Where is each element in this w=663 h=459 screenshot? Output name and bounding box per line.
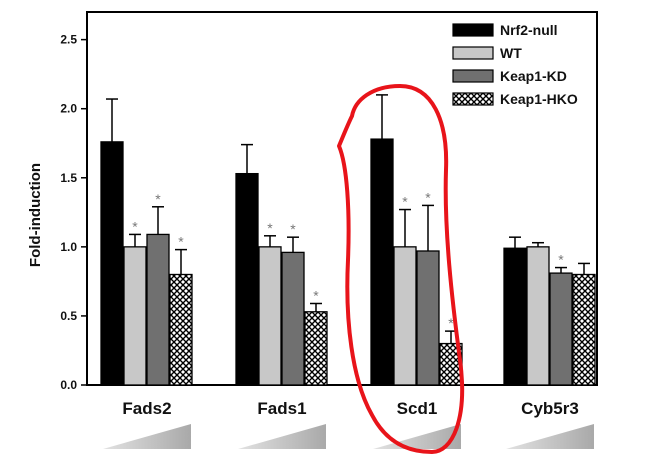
significance-star: * <box>313 287 319 303</box>
plot-frame <box>86 11 598 386</box>
legend-entry: Keap1-HKO <box>500 91 578 107</box>
bar-cyb5r3-keap1-hko <box>572 273 596 386</box>
bars: * * * * * * * * * * <box>100 94 596 386</box>
significance-star: * <box>448 315 454 331</box>
legend-entry: Keap1-KD <box>500 68 567 84</box>
category-label: Scd1 <box>397 399 438 418</box>
significance-star: * <box>178 234 184 250</box>
legend: Nrf2-null WT Keap1-KD Keap1-HKO <box>452 22 578 107</box>
y-tick-label: 1.0 <box>60 240 77 254</box>
legend-swatch <box>452 46 494 60</box>
annotation-circle <box>337 84 465 454</box>
x-axis-categories: Fads2 Fads1 Scd1 Cyb5r3 <box>122 399 578 418</box>
dose-wedges <box>103 424 594 449</box>
bar-cyb5r3-nrf2-null <box>503 247 527 386</box>
bar-fads1-keap1-kd <box>281 251 305 386</box>
legend-entry: WT <box>500 45 522 61</box>
legend-swatch <box>452 69 494 83</box>
category-label: Fads2 <box>122 399 171 418</box>
significance-star: * <box>290 221 296 237</box>
plot-border <box>86 11 598 386</box>
bar-fads1-keap1-hko <box>304 311 328 386</box>
bar-fads2-nrf2-null <box>100 141 124 386</box>
category-label: Fads1 <box>257 399 306 418</box>
legend-entry: Nrf2-null <box>500 22 558 38</box>
significance-star: * <box>155 191 161 207</box>
legend-swatch <box>452 92 494 106</box>
significance-star: * <box>402 194 408 210</box>
y-tick-label: 2.0 <box>60 102 77 116</box>
bar-fads2-keap1-kd <box>146 233 170 386</box>
bar-fads2-keap1-hko <box>169 273 193 386</box>
y-axis-label: Fold-induction <box>27 163 44 267</box>
dose-wedge <box>238 424 326 449</box>
legend-swatch <box>452 23 494 37</box>
bar-cyb5r3-keap1-kd <box>549 272 573 386</box>
dose-wedge <box>103 424 191 449</box>
dose-wedge <box>506 424 594 449</box>
bar-fads2-wt <box>123 246 147 386</box>
bar-cyb5r3-wt <box>526 246 550 386</box>
bar-scd1-wt <box>393 246 417 386</box>
annotation-layer <box>337 84 465 454</box>
y-tick-label: 0.5 <box>60 309 77 323</box>
significance-star: * <box>558 252 564 268</box>
y-tick-label: 0.0 <box>60 378 77 392</box>
bar-scd1-nrf2-null <box>370 138 394 386</box>
bar-fads1-wt <box>258 246 282 386</box>
significance-star: * <box>132 218 138 234</box>
significance-star: * <box>267 220 273 236</box>
bar-scd1-keap1-kd <box>416 250 440 386</box>
y-tick-label: 1.5 <box>60 171 77 185</box>
category-label: Cyb5r3 <box>521 399 579 418</box>
y-axis: 0.0 0.5 1.0 1.5 2.0 2.5 <box>60 33 87 392</box>
y-tick-label: 2.5 <box>60 33 77 47</box>
bar-fads1-nrf2-null <box>235 172 259 386</box>
significance-star: * <box>425 189 431 205</box>
